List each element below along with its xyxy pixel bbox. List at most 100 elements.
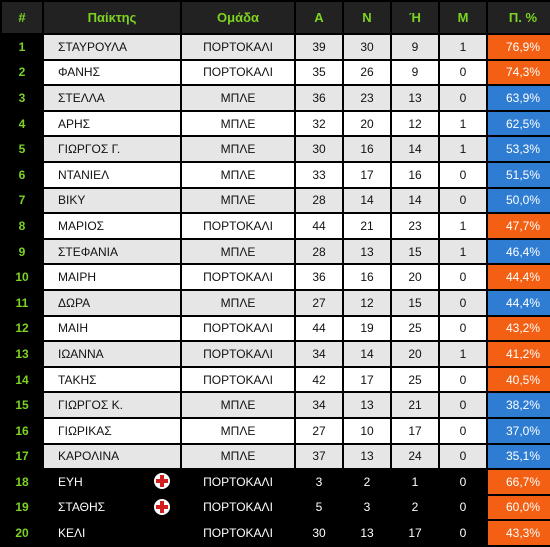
n-cell: 2 xyxy=(344,470,390,494)
player-name-cell: ΚΑΡΟΛΙΝΑ xyxy=(44,444,180,469)
team-cell: ΠΟΡΤΟΚΑΛΙ xyxy=(182,316,294,341)
a-cell: 39 xyxy=(296,35,342,59)
n-cell: 13 xyxy=(344,444,390,469)
player-name: ΣΤΕΛΛΑ xyxy=(58,90,105,105)
rank-cell: 16 xyxy=(2,418,42,443)
pct-cell: 47,7% xyxy=(488,214,550,238)
header-team[interactable]: Ομάδα xyxy=(182,2,294,33)
table-row: 9 ΣΤΕΦΑΝΙΑ ΜΠΛΕ 28 13 15 1 46,4% xyxy=(2,239,550,264)
player-name: ΣΤΑΥΡΟΥΛΑ xyxy=(58,39,128,54)
n-cell: 20 xyxy=(344,111,390,136)
player-name-cell: ΣΤΕΛΛΑ xyxy=(44,86,180,110)
m-cell: 0 xyxy=(440,162,486,187)
h-cell: 15 xyxy=(392,290,438,315)
m-cell: 0 xyxy=(440,86,486,110)
a-cell: 28 xyxy=(296,239,342,264)
pct-cell: 66,7% xyxy=(488,470,550,494)
header-a[interactable]: A xyxy=(296,2,342,33)
player-name: ΝΤΑΝΙΕΛ xyxy=(58,167,110,182)
m-cell: 0 xyxy=(440,495,486,520)
pct-cell: 60,0% xyxy=(488,495,550,520)
team-cell: ΜΠΛΕ xyxy=(182,188,294,213)
team-cell: ΠΟΡΤΟΚΑΛΙ xyxy=(182,495,294,520)
pct-cell: 37,0% xyxy=(488,418,550,443)
h-cell: 20 xyxy=(392,342,438,366)
pct-cell: 41,2% xyxy=(488,342,550,366)
player-name: ΓΙΩΡΓΟΣ Γ. xyxy=(58,142,121,157)
table-row: 16 ΓΙΩΡΙΚΑΣ ΜΠΛΕ 27 10 17 0 37,0% xyxy=(2,418,550,443)
h-cell: 1 xyxy=(392,470,438,494)
rank-cell: 5 xyxy=(2,137,42,161)
rank-cell: 19 xyxy=(2,495,42,520)
player-name-cell: ΜΑΙΡΗ xyxy=(44,265,180,289)
header-m[interactable]: M xyxy=(440,2,486,33)
rank-cell: 20 xyxy=(2,521,42,545)
team-cell: ΜΠΛΕ xyxy=(182,444,294,469)
h-cell: 13 xyxy=(392,86,438,110)
a-cell: 27 xyxy=(296,418,342,443)
m-cell: 1 xyxy=(440,342,486,366)
header-pct[interactable]: Π. % xyxy=(488,2,550,33)
header-rank[interactable]: # xyxy=(2,2,42,33)
table-row: 5 ΓΙΩΡΓΟΣ Γ. ΜΠΛΕ 30 16 14 1 53,3% xyxy=(2,137,550,161)
pct-cell: 76,9% xyxy=(488,35,550,59)
a-cell: 44 xyxy=(296,214,342,238)
player-name: ΙΩΑΝΝΑ xyxy=(58,346,104,361)
rank-cell: 13 xyxy=(2,342,42,366)
a-cell: 30 xyxy=(296,137,342,161)
team-cell: ΜΠΛΕ xyxy=(182,137,294,161)
pct-cell: 40,5% xyxy=(488,367,550,392)
team-cell: ΜΠΛΕ xyxy=(182,86,294,110)
player-name-cell: ΣΤΕΦΑΝΙΑ xyxy=(44,239,180,264)
player-name: ΤΑΚΗΣ xyxy=(58,372,97,387)
m-cell: 0 xyxy=(440,367,486,392)
table-row: 12 ΜΑΙΗ ΠΟΡΤΟΚΑΛΙ 44 19 25 0 43,2% xyxy=(2,316,550,341)
h-cell: 25 xyxy=(392,367,438,392)
player-name: ΚΕΛΙ xyxy=(58,526,86,541)
h-cell: 25 xyxy=(392,316,438,341)
table-row: 6 ΝΤΑΝΙΕΛ ΜΠΛΕ 33 17 16 0 51,5% xyxy=(2,162,550,187)
rank-cell: 10 xyxy=(2,265,42,289)
a-cell: 28 xyxy=(296,188,342,213)
n-cell: 14 xyxy=(344,342,390,366)
team-cell: ΠΟΡΤΟΚΑΛΙ xyxy=(182,470,294,494)
a-cell: 30 xyxy=(296,521,342,545)
rank-cell: 4 xyxy=(2,111,42,136)
a-cell: 44 xyxy=(296,316,342,341)
rank-cell: 8 xyxy=(2,214,42,238)
header-row: # Παίκτης Ομάδα A N Ή M Π. % xyxy=(2,2,550,33)
h-cell: 2 xyxy=(392,495,438,520)
team-cell: ΜΠΛΕ xyxy=(182,111,294,136)
header-player[interactable]: Παίκτης xyxy=(44,2,180,33)
table-row: 8 ΜΑΡΙΟΣ ΠΟΡΤΟΚΑΛΙ 44 21 23 1 47,7% xyxy=(2,214,550,238)
m-cell: 0 xyxy=(440,521,486,545)
team-cell: ΜΠΛΕ xyxy=(182,393,294,417)
table-row: 20 ΚΕΛΙ ΠΟΡΤΟΚΑΛΙ 30 13 17 0 43,3% xyxy=(2,521,550,545)
rank-cell: 11 xyxy=(2,290,42,315)
table-row: 18 ΕΥΗ ΠΟΡΤΟΚΑΛΙ 3 2 1 0 66,7% xyxy=(2,470,550,494)
h-cell: 24 xyxy=(392,444,438,469)
player-name-cell: ΓΙΩΡΙΚΑΣ xyxy=(44,418,180,443)
n-cell: 19 xyxy=(344,316,390,341)
a-cell: 42 xyxy=(296,367,342,392)
injury-cross-icon xyxy=(154,498,170,515)
rank-cell: 15 xyxy=(2,393,42,417)
m-cell: 1 xyxy=(440,214,486,238)
table-row: 1 ΣΤΑΥΡΟΥΛΑ ΠΟΡΤΟΚΑΛΙ 39 30 9 1 76,9% xyxy=(2,35,550,59)
team-cell: ΠΟΡΤΟΚΑΛΙ xyxy=(182,60,294,85)
h-cell: 15 xyxy=(392,239,438,264)
rank-cell: 17 xyxy=(2,444,42,469)
a-cell: 37 xyxy=(296,444,342,469)
header-h[interactable]: Ή xyxy=(392,2,438,33)
pct-cell: 63,9% xyxy=(488,86,550,110)
pct-cell: 74,3% xyxy=(488,60,550,85)
table-row: 3 ΣΤΕΛΛΑ ΜΠΛΕ 36 23 13 0 63,9% xyxy=(2,86,550,110)
player-name: ΔΩΡΑ xyxy=(58,295,91,310)
header-n[interactable]: N xyxy=(344,2,390,33)
table-row: 7 ΒΙΚΥ ΜΠΛΕ 28 14 14 0 50,0% xyxy=(2,188,550,213)
rank-cell: 18 xyxy=(2,470,42,494)
pct-cell: 44,4% xyxy=(488,290,550,315)
table-row: 14 ΤΑΚΗΣ ΠΟΡΤΟΚΑΛΙ 42 17 25 0 40,5% xyxy=(2,367,550,392)
player-name: ΜΑΡΙΟΣ xyxy=(58,218,105,233)
